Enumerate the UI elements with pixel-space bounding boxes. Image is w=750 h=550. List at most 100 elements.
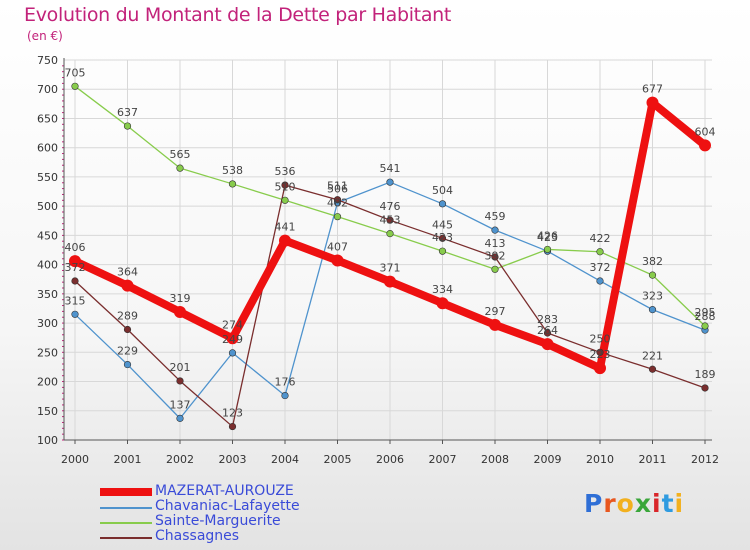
data-label: 297 xyxy=(485,305,506,318)
x-tick-label: 2003 xyxy=(219,453,247,466)
chart-title: Evolution du Montant de la Dette par Hab… xyxy=(24,4,452,26)
legend: MAZERAT-AUROUZE Chavaniac-Lafayette Sain… xyxy=(100,483,400,545)
legend-swatch xyxy=(100,522,152,524)
data-point xyxy=(71,82,79,90)
data-label: 189 xyxy=(695,368,716,381)
data-label: 677 xyxy=(642,83,663,96)
data-label: 319 xyxy=(170,292,191,305)
data-point xyxy=(646,96,659,109)
data-label: 223 xyxy=(590,348,611,361)
data-point xyxy=(281,181,289,189)
data-label: 274 xyxy=(222,318,243,331)
legend-swatch xyxy=(100,537,152,539)
data-label: 504 xyxy=(432,184,453,197)
legend-swatch xyxy=(100,488,152,496)
data-point xyxy=(176,414,184,422)
y-tick-label: 250 xyxy=(37,346,58,359)
data-point xyxy=(543,329,552,337)
data-label: 541 xyxy=(380,162,401,175)
data-label: 221 xyxy=(642,349,663,362)
data-point xyxy=(701,322,709,330)
data-point xyxy=(699,139,711,152)
data-point xyxy=(436,297,449,310)
data-point xyxy=(123,325,132,334)
logo-letter: i xyxy=(674,489,685,518)
data-point xyxy=(701,384,709,392)
x-tick-label: 2005 xyxy=(324,453,352,466)
data-label: 176 xyxy=(275,376,296,389)
logo-letter: o xyxy=(616,489,635,518)
chart-unit: (en €) xyxy=(27,29,63,43)
data-label: 123 xyxy=(222,407,243,420)
data-point xyxy=(331,254,344,267)
y-tick-label: 450 xyxy=(37,229,58,242)
data-label: 249 xyxy=(222,333,243,346)
data-label: 445 xyxy=(432,218,453,231)
data-label: 441 xyxy=(275,221,296,234)
y-tick-label: 400 xyxy=(37,259,58,272)
data-point xyxy=(648,365,657,373)
logo-letter: r xyxy=(603,489,617,518)
data-label: 323 xyxy=(642,290,663,303)
data-label: 413 xyxy=(485,237,506,250)
data-point xyxy=(386,216,394,224)
data-point xyxy=(594,362,606,375)
data-point xyxy=(71,277,79,285)
x-tick-label: 2008 xyxy=(481,453,509,466)
data-label: 264 xyxy=(537,324,558,337)
data-labels: 315 229 137 249 176 506 541 504 459 423 372 323 288 7… xyxy=(65,66,716,419)
data-point xyxy=(648,271,657,279)
x-tick-label: 2006 xyxy=(376,453,404,466)
data-label: 637 xyxy=(117,106,138,119)
data-point xyxy=(438,234,447,242)
legend-label: MAZERAT-AUROUZE xyxy=(155,483,294,499)
data-label: 565 xyxy=(170,148,191,161)
y-tick-label: 650 xyxy=(37,112,58,125)
legend-swatch xyxy=(100,507,152,509)
x-tick-label: 2009 xyxy=(534,453,562,466)
data-point xyxy=(176,377,184,385)
data-point xyxy=(281,196,289,204)
data-point xyxy=(281,391,289,400)
data-point xyxy=(333,213,342,221)
logo-letter: t xyxy=(661,489,675,518)
x-tick-label: 2000 xyxy=(61,453,89,466)
data-label: 229 xyxy=(117,345,138,358)
x-tick-label: 2004 xyxy=(271,453,299,466)
data-label: 295 xyxy=(695,306,716,319)
y-tick-label: 100 xyxy=(37,434,58,447)
data-point xyxy=(174,305,186,318)
data-point xyxy=(228,422,237,431)
data-label: 201 xyxy=(170,361,191,374)
data-point xyxy=(491,253,499,261)
data-label: 511 xyxy=(327,180,348,193)
data-label: 538 xyxy=(222,164,243,177)
logo-letter: i xyxy=(652,489,662,518)
data-label: 426 xyxy=(537,229,558,242)
data-point xyxy=(438,247,447,255)
legend-item-chassagnes: Chassagnes xyxy=(100,529,400,545)
data-point xyxy=(596,248,604,256)
data-point xyxy=(648,306,657,314)
data-point xyxy=(438,200,447,208)
data-label: 250 xyxy=(590,332,611,345)
data-label: 506 xyxy=(327,183,348,196)
data-label: 407 xyxy=(327,241,348,254)
data-label: 137 xyxy=(170,398,191,411)
y-tick-label: 550 xyxy=(37,171,58,184)
data-label: 453 xyxy=(380,214,401,227)
logo-letter: P xyxy=(584,489,604,518)
data-point xyxy=(489,318,501,331)
data-label: 705 xyxy=(65,66,86,79)
data-label: 476 xyxy=(380,200,401,213)
y-tick-label: 600 xyxy=(37,142,58,155)
data-point xyxy=(121,279,134,292)
data-label: 459 xyxy=(485,210,506,223)
data-point xyxy=(491,226,499,234)
proxiti-logo: Proxiti xyxy=(584,489,684,518)
data-label: 371 xyxy=(380,262,401,275)
x-tick-label: 2011 xyxy=(639,453,667,466)
data-label: 422 xyxy=(590,232,611,245)
